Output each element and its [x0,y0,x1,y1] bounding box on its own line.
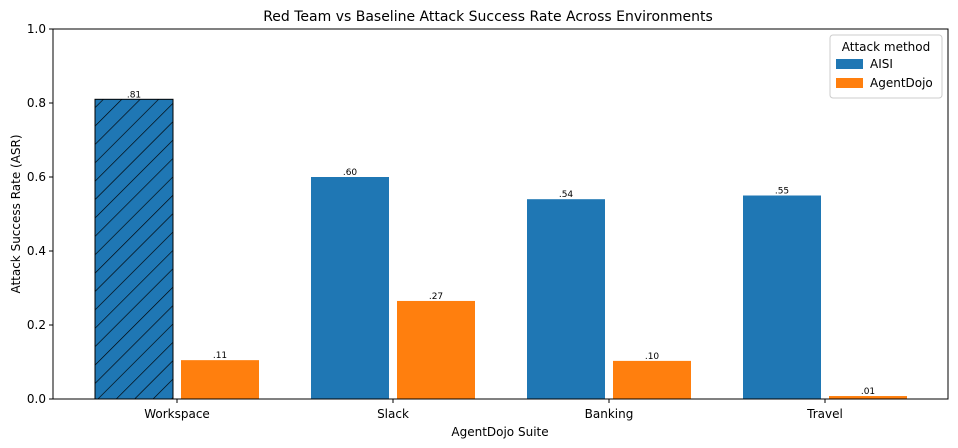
x-axis-title: AgentDojo Suite [451,425,548,439]
x-tick-label-workspace: Workspace [144,407,210,421]
legend-swatch-agentdojo [836,78,863,88]
y-tick-label: 0.0 [27,392,46,406]
data-label-aisi-workspace: .81 [127,90,141,100]
data-label-aisi-banking: .54 [559,190,574,200]
data-label-agentdojo-slack: .27 [429,292,443,302]
legend-label-agentdojo: AgentDojo [870,76,933,90]
chart-title: Red Team vs Baseline Attack Success Rate… [263,9,713,25]
data-label-aisi-slack: .60 [343,168,358,178]
bar-aisi-banking [527,199,605,399]
bar-aisi-slack [311,177,389,399]
bar-aisi-workspace-hatch [94,98,174,400]
plot-area-frame [52,28,949,400]
bar-agentdojo-workspace [181,360,259,399]
y-tick-label: 0.2 [27,318,46,332]
y-tick-label: 0.8 [27,96,46,110]
legend-title: Attack method [842,40,930,54]
data-label-aisi-travel: .55 [775,187,789,197]
bars-layer [94,98,907,400]
data-label-agentdojo-banking: .10 [645,352,660,362]
data-label-agentdojo-workspace: .11 [213,351,227,361]
bar-agentdojo-banking [613,360,691,399]
bar-agentdojo-travel [829,396,907,399]
data-labels-layer: .81 .60 .54 .55 .11 .27 .10 .01 [127,90,875,397]
legend-label-aisi: AISI [870,57,893,71]
legend-swatch-aisi [836,59,863,69]
data-label-agentdojo-travel: .01 [861,387,875,397]
y-axis: 0.0 0.2 0.4 0.6 0.8 1.0 [27,22,53,406]
x-tick-label-travel: Travel [806,407,843,421]
y-tick-label: 1.0 [27,22,46,36]
bar-aisi-travel [743,195,821,399]
y-tick-label: 0.6 [27,170,46,184]
x-tick-label-banking: Banking [585,407,634,421]
bar-agentdojo-slack [397,300,475,399]
x-tick-label-slack: Slack [377,407,409,421]
y-tick-label: 0.4 [27,244,46,258]
legend: Attack method AISI AgentDojo [829,34,943,99]
x-axis: Workspace Slack Banking Travel [144,399,843,421]
y-axis-title: Attack Success Rate (ASR) [9,134,23,293]
